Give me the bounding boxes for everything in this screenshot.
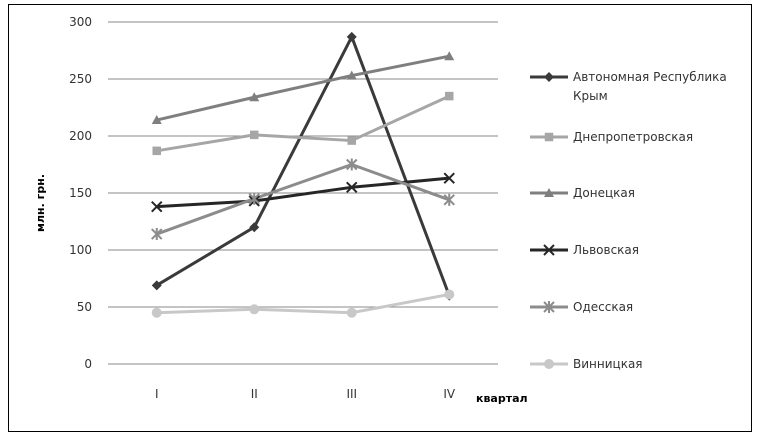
chart-frame <box>8 4 752 432</box>
legend-swatch-marker-1 <box>544 132 554 142</box>
legend-swatch-marker-5 <box>544 359 554 369</box>
y-tick-label: 250 <box>69 72 92 86</box>
x-axis-title: квартал <box>476 392 528 405</box>
y-tick-label: 100 <box>69 243 92 257</box>
x-tick-labels: I II III IV <box>155 387 456 401</box>
data-point-4-3 <box>443 193 455 206</box>
legend-label: Одесская <box>573 300 633 314</box>
y-tick-label: 200 <box>69 129 92 143</box>
legend-swatch-marker-3 <box>543 244 555 256</box>
series-line-5 <box>156 292 450 315</box>
data-point-0-1 <box>249 222 260 233</box>
x-tick-label: II <box>251 387 258 401</box>
legend-label: Винницкая <box>573 357 643 371</box>
data-point-2-2 <box>346 70 357 80</box>
data-point-4-1 <box>248 192 260 205</box>
legend: Автономная Республика Крым Днепропетровска… <box>530 70 727 371</box>
series-lines <box>155 35 451 315</box>
series-markers <box>151 31 455 318</box>
data-point-2-1 <box>249 92 260 102</box>
data-point-4-2 <box>346 158 358 171</box>
data-point-5-0 <box>151 307 162 318</box>
data-point-1-1 <box>250 130 259 140</box>
data-point-5-3 <box>444 289 455 300</box>
legend-swatch-marker-0 <box>544 72 554 82</box>
x-tick-label: III <box>346 387 357 401</box>
y-tick-labels: 0 50 100 150 200 250 300 <box>69 15 92 371</box>
data-point-5-1 <box>249 304 260 315</box>
data-point-5-2 <box>346 307 357 318</box>
y-tick-label: 0 <box>84 357 92 371</box>
data-point-0-2 <box>346 31 357 42</box>
series-line-1 <box>156 94 450 153</box>
y-axis-title: млн. грн. <box>34 174 47 232</box>
x-tick-label: IV <box>443 387 456 401</box>
legend-label: Львовская <box>573 243 639 257</box>
grid-lines <box>108 21 498 365</box>
data-point-3-0 <box>151 200 163 213</box>
y-tick-label: 300 <box>69 15 92 29</box>
data-point-2-0 <box>151 115 162 125</box>
legend-label: Автономная Республика <box>573 70 727 84</box>
series-line-0 <box>155 35 451 297</box>
series-line-4 <box>156 163 450 236</box>
legend-label: Крым <box>573 89 608 103</box>
data-point-4-0 <box>151 228 163 241</box>
legend-swatch-marker-2 <box>544 188 554 197</box>
data-point-1-0 <box>152 146 161 156</box>
series-line-2 <box>156 54 450 122</box>
data-point-3-3 <box>443 172 455 184</box>
x-tick-label: I <box>155 387 159 401</box>
y-tick-label: 50 <box>77 300 92 314</box>
data-point-0-0 <box>151 280 162 291</box>
legend-label: Донецкая <box>573 186 635 200</box>
data-point-2-3 <box>444 51 455 61</box>
legend-swatch-marker-4 <box>543 301 555 313</box>
data-point-3-2 <box>346 181 358 194</box>
legend-label: Днепропетровская <box>573 130 693 144</box>
data-point-1-3 <box>445 91 454 101</box>
y-tick-label: 150 <box>69 186 92 200</box>
data-point-1-2 <box>347 136 356 145</box>
